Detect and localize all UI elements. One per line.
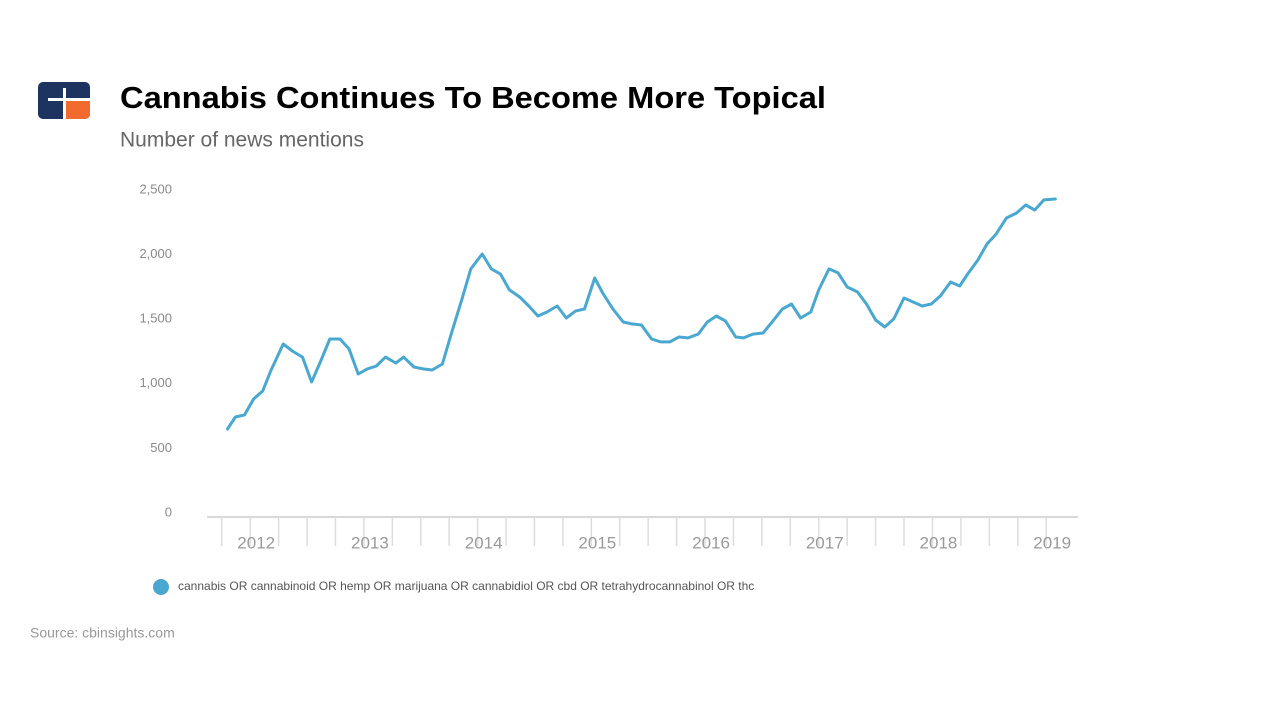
y-tick-label: 2,500 [139,181,172,196]
x-tick-label: 2012 [237,533,275,552]
logo [38,82,90,119]
x-tick-label: 2014 [465,533,503,552]
y-tick-label: 0 [165,504,172,519]
x-tick-label: 2019 [1033,533,1071,552]
y-tick-label: 500 [150,440,172,455]
x-tick-label: 2017 [806,533,844,552]
logo-line [63,88,66,119]
logo-line [48,98,90,101]
y-tick-label: 1,500 [139,311,172,326]
chart-subtitle: Number of news mentions [120,129,364,152]
x-tick-label: 2016 [692,533,730,552]
logo-accent [66,101,90,119]
x-tick-label: 2015 [578,533,616,552]
source: Source: cbinsights.com [30,625,175,641]
legend-label: cannabis OR cannabinoid OR hemp OR marij… [178,579,754,593]
legend-marker [153,579,169,595]
data-line [226,197,1057,431]
x-tick-label: 2018 [920,533,958,552]
y-tick-label: 1,000 [139,375,172,390]
chart-title: Cannabis Continues To Become More Topica… [120,80,826,115]
x-tick-label: 2013 [351,533,389,552]
y-tick-label: 2,000 [139,246,172,261]
